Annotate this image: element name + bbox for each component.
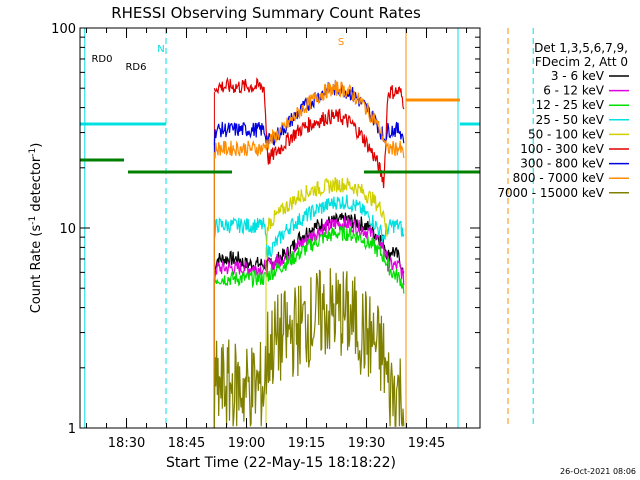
series-line [213, 80, 405, 159]
legend: Det 1,3,5,6,7,9, FDecim 2, Att 0 3 - 6 k… [497, 41, 629, 200]
legend-entry-label: 6 - 12 keV [543, 84, 605, 98]
series-line [213, 194, 405, 259]
series-line [213, 216, 405, 286]
x-tick-label: 19:15 [288, 436, 325, 451]
series-6 [213, 79, 405, 428]
x-axis-label: Start Time (22-May-15 18:18:22) [166, 455, 396, 471]
legend-header-line1: Det 1,3,5,6,7,9, [534, 41, 628, 55]
series-line [213, 225, 405, 294]
state-bar-label: N [157, 44, 164, 55]
legend-entry-label: 300 - 800 keV [520, 157, 604, 171]
x-axis: 18:30 18:45 19:00 19:15 19:30 19:45 [86, 28, 468, 451]
series-line [265, 177, 388, 246]
y-axis-label-sup1: -1 [28, 216, 38, 225]
y-tick-label: 100 [51, 22, 76, 37]
legend-entry-label: 7000 - 15000 keV [497, 186, 604, 200]
plot-area [84, 28, 534, 428]
state-bar-label: S [338, 37, 344, 48]
y-axis-label-main: Count Rate (s [29, 225, 44, 314]
y-tick-label: 1 [68, 422, 76, 437]
y-tick-label: 10 [59, 222, 76, 237]
legend-entry-label: 25 - 50 keV [536, 113, 605, 127]
legend-entry-label: 12 - 25 keV [536, 98, 605, 112]
series-line [213, 76, 405, 189]
x-tick-label: 19:00 [228, 436, 265, 451]
legend-entry-label: 3 - 6 keV [551, 69, 605, 83]
x-tick-label: 19:45 [408, 436, 445, 451]
series-4 [265, 177, 388, 428]
state-bar-label: RD6 [125, 62, 146, 73]
y-axis-label-end: ) [29, 143, 44, 148]
y-axis-label: Count Rate (s-1 detector-1) [28, 143, 44, 314]
series-group [213, 76, 405, 428]
series-line [213, 79, 405, 146]
y-axis: 1 10 100 [51, 22, 480, 437]
state-bar-label: RD0 [91, 54, 112, 65]
x-tick-label: 18:45 [168, 436, 205, 451]
y-axis-label-mid: detector [29, 156, 44, 216]
legend-entry-label: 800 - 7000 keV [513, 171, 605, 185]
x-tick-label: 18:30 [108, 436, 145, 451]
x-tick-label: 19:30 [348, 436, 385, 451]
legend-entry-label: 50 - 100 keV [528, 127, 605, 141]
footer-date: 26-Oct-2021 08:06 [560, 467, 636, 476]
legend-header-line2: FDecim 2, Att 0 [535, 55, 628, 69]
chart-title: RHESSI Observing Summary Count Rates [111, 4, 421, 22]
legend-entry-label: 100 - 300 keV [520, 142, 604, 156]
series-line [213, 268, 405, 427]
series-8 [213, 268, 405, 428]
y-axis-label-sup2: -1 [28, 148, 38, 157]
state-bars-group: RD0 RD6 N S [80, 37, 480, 174]
